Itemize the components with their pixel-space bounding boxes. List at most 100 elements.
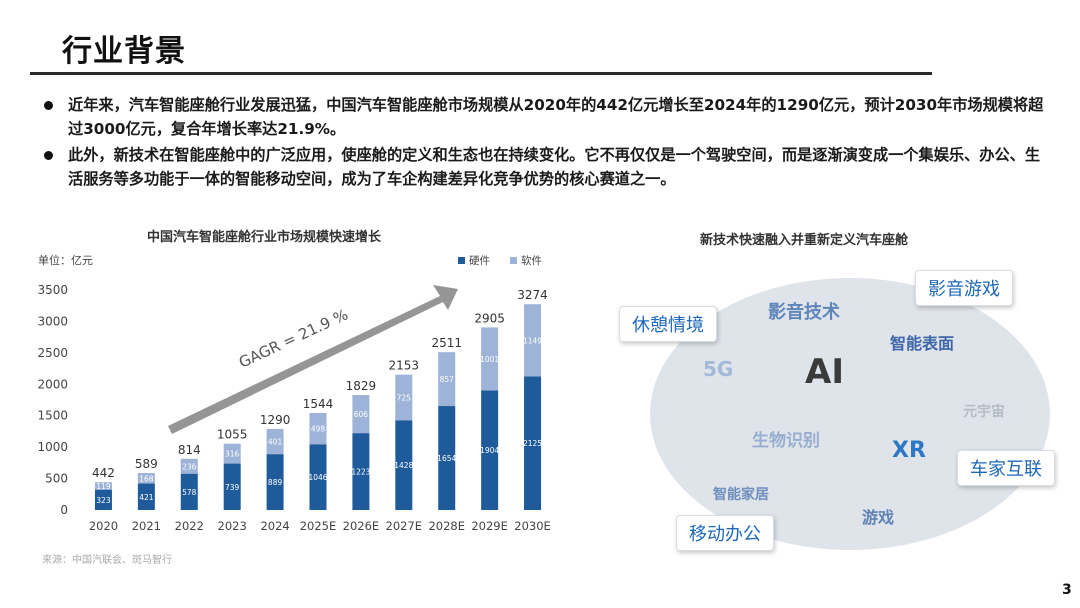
legend-label: 软件 [521, 254, 542, 267]
cloud-box-car-home-link: 车家互联 [957, 450, 1055, 486]
bar-segment-label: 1428 [394, 461, 413, 470]
bar-total-label: 2153 [389, 359, 420, 373]
x-tick-label: 2028E [428, 519, 465, 533]
y-tick-label: 2500 [37, 346, 68, 360]
cloud-word-games: 游戏 [862, 508, 895, 527]
y-tick-label: 0 [60, 503, 68, 517]
x-tick-label: 2020 [89, 519, 118, 533]
market-size-bar-chart: 单位：亿元 0 500 1000 1500 2000 2500 3000 3500 GAGR = … [37, 253, 551, 533]
bar-segment [137, 472, 155, 484]
cloud-word-xr: XR [892, 438, 926, 463]
bar-segment-label: 316 [225, 450, 240, 459]
bar-segment [352, 433, 370, 510]
bar-segment-label: 2125 [523, 439, 542, 448]
x-tick-label: 2021 [132, 519, 161, 533]
bar-segment [180, 473, 198, 510]
bullet-dot-icon [44, 151, 53, 160]
x-tick-label: 2025E [300, 519, 337, 533]
cloud-box-av-games: 影音游戏 [915, 270, 1013, 306]
cloud-word-metaverse: 元宇宙 [963, 404, 1005, 420]
bar-total-label: 2511 [431, 336, 462, 350]
growth-arrow [168, 285, 458, 434]
source-note: 来源：中国汽联会、斑马智行 [42, 555, 172, 566]
bar-segment [438, 406, 456, 510]
legend-swatch [458, 257, 465, 264]
bar-total-label: 1544 [303, 397, 334, 411]
bar-segment [266, 428, 284, 455]
y-tick-label: 3000 [37, 314, 68, 328]
growth-annotation: GAGR = 21.9 % [236, 305, 351, 371]
bar-segment-label: 119 [96, 482, 111, 491]
cloud-title: 新技术快速融入并重新定义汽车座舱 [700, 233, 909, 248]
bar-segment-label: 1654 [437, 454, 456, 463]
x-tick-label: 2030E [514, 519, 551, 533]
bar-segment-label: 606 [354, 410, 369, 419]
bar-segment-label: 401 [268, 438, 283, 447]
page-number: 3 [1062, 582, 1072, 598]
bar-segment [352, 395, 370, 434]
bar-total-label: 2905 [474, 311, 505, 325]
bar-segment-label: 1223 [351, 468, 370, 477]
bar-segment [395, 374, 413, 421]
bar-segment [395, 420, 413, 510]
bar-segment-label: 725 [397, 393, 412, 402]
bar-segment [309, 444, 327, 510]
bar-segment-label: 323 [96, 496, 111, 505]
bar-total-label: 589 [135, 457, 158, 471]
cloud-box-rest-scene: 休憩情境 [619, 306, 717, 342]
page-title: 行业背景 [62, 34, 186, 69]
bar-segment-label: 498 [311, 425, 326, 434]
x-tick-label: 2029E [471, 519, 508, 533]
bullet-text: 此外，新技术在智能座舱中的广泛应用，使座舱的定义和生态也在持续变化。它不再仅仅是… [68, 146, 1040, 188]
bar-total-label: 1290 [260, 413, 291, 427]
bar-total-label: 3274 [517, 288, 548, 302]
bar-segment-label: 857 [440, 375, 455, 384]
bar-total-label: 442 [92, 466, 115, 480]
bar-segment [524, 376, 542, 510]
bar-total-label: 814 [178, 443, 201, 457]
bar-segment [94, 489, 112, 510]
bar-segment-label: 421 [139, 493, 154, 502]
x-tick-label: 2023 [218, 519, 247, 533]
bar-segment [524, 304, 542, 377]
bullet-text: 近年来，汽车智能座舱行业发展迅猛，中国汽车智能座舱市场规模从2020年的442亿… [68, 96, 1044, 138]
bar-segment [266, 454, 284, 510]
unit-label: 单位：亿元 [38, 253, 93, 267]
bar-segment-label: 1046 [308, 473, 327, 482]
cloud-word-av-tech: 影音技术 [768, 302, 840, 323]
bar-segment-label: 1001 [480, 355, 499, 364]
cloud-word-smart-surface: 智能表面 [890, 334, 955, 353]
bullet-item: 此外，新技术在智能座舱中的广泛应用，使座舱的定义和生态也在持续变化。它不再仅仅是… [42, 143, 1052, 191]
cloud-word-5g: 5G [703, 357, 734, 381]
bullet-dot-icon [44, 101, 53, 110]
x-tick-label: 2027E [386, 519, 423, 533]
bar-segment-label: 578 [182, 488, 197, 497]
x-tick-label: 2026E [343, 519, 380, 533]
legend-swatch [510, 257, 517, 264]
y-tick-label: 3500 [37, 283, 68, 297]
cloud-word-smart-home: 智能家居 [713, 487, 769, 503]
bar-chart-title: 中国汽车智能座舱行业市场规模快速增长 [147, 230, 382, 245]
bar-total-label: 1055 [217, 428, 248, 442]
bar-segment [309, 412, 327, 445]
bar-segment-label: 889 [268, 478, 283, 487]
legend-label: 硬件 [469, 255, 490, 267]
bar-segment [223, 443, 241, 464]
y-tick-label: 1500 [37, 409, 68, 423]
x-tick-label: 2022 [175, 519, 204, 533]
bar-segment [481, 390, 499, 510]
cloud-word-biometrics: 生物识别 [752, 431, 820, 451]
bar-segment-label: 168 [139, 474, 154, 483]
y-tick-label: 1000 [37, 440, 68, 454]
bullet-list: 近年来，汽车智能座舱行业发展迅猛，中国汽车智能座舱市场规模从2020年的442亿… [42, 93, 1052, 193]
bar-segment-label: 1149 [523, 336, 542, 345]
y-tick-label: 500 [45, 472, 68, 486]
title-divider [30, 72, 932, 75]
bar-segment-label: 236 [182, 462, 197, 471]
bar-segment [481, 327, 499, 391]
bar-segment-label: 739 [225, 483, 240, 492]
bar-segment [137, 483, 155, 510]
bullet-item: 近年来，汽车智能座舱行业发展迅猛，中国汽车智能座舱市场规模从2020年的442亿… [42, 93, 1052, 141]
bar-segment [438, 352, 456, 407]
y-tick-label: 2000 [37, 377, 68, 391]
